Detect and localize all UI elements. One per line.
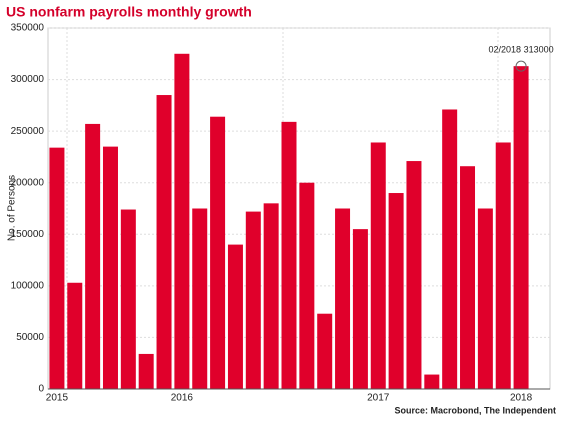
bar — [138, 353, 154, 389]
bar — [227, 244, 243, 389]
bar — [156, 95, 172, 390]
bar — [442, 109, 458, 390]
bar — [85, 123, 101, 390]
bar — [460, 166, 476, 389]
bar — [281, 121, 297, 390]
bar — [67, 282, 83, 389]
annotation-marker — [515, 60, 527, 72]
bar — [317, 313, 333, 389]
bar — [263, 203, 279, 389]
bar — [120, 209, 136, 389]
bar — [477, 208, 493, 389]
y-tick-label: 300000 — [11, 74, 45, 85]
bar — [335, 208, 351, 389]
bar — [174, 53, 190, 390]
bar — [352, 229, 368, 389]
y-tick-label: 100000 — [11, 280, 45, 291]
bar — [406, 161, 422, 389]
bar — [192, 208, 208, 389]
x-tick-label: 2016 — [171, 393, 194, 404]
y-axis-label: No. of Persons — [7, 175, 18, 241]
bar — [513, 66, 529, 390]
bar — [370, 142, 386, 389]
y-tick-label: 250000 — [11, 126, 45, 137]
y-tick-label: 50000 — [16, 332, 44, 343]
bar — [388, 193, 404, 389]
y-tick-label: 350000 — [11, 23, 45, 34]
y-tick-label: 150000 — [11, 229, 45, 240]
annotation: 02/2018 313000 — [489, 45, 554, 55]
chart-title: US nonfarm payrolls monthly growth — [6, 4, 252, 20]
bar — [424, 374, 440, 389]
y-tick-label: 200000 — [11, 177, 45, 188]
x-tick-label: 2017 — [367, 393, 390, 404]
y-tick-label: 0 — [38, 384, 44, 395]
x-tick-label: 2015 — [46, 393, 69, 404]
bar — [245, 211, 261, 389]
bar — [102, 146, 118, 389]
bar — [299, 182, 315, 389]
bar — [49, 147, 65, 389]
bar — [210, 116, 226, 390]
source: Source: Macrobond, The Independent — [394, 405, 556, 415]
bar — [495, 142, 511, 389]
x-tick-label: 2018 — [510, 393, 533, 404]
